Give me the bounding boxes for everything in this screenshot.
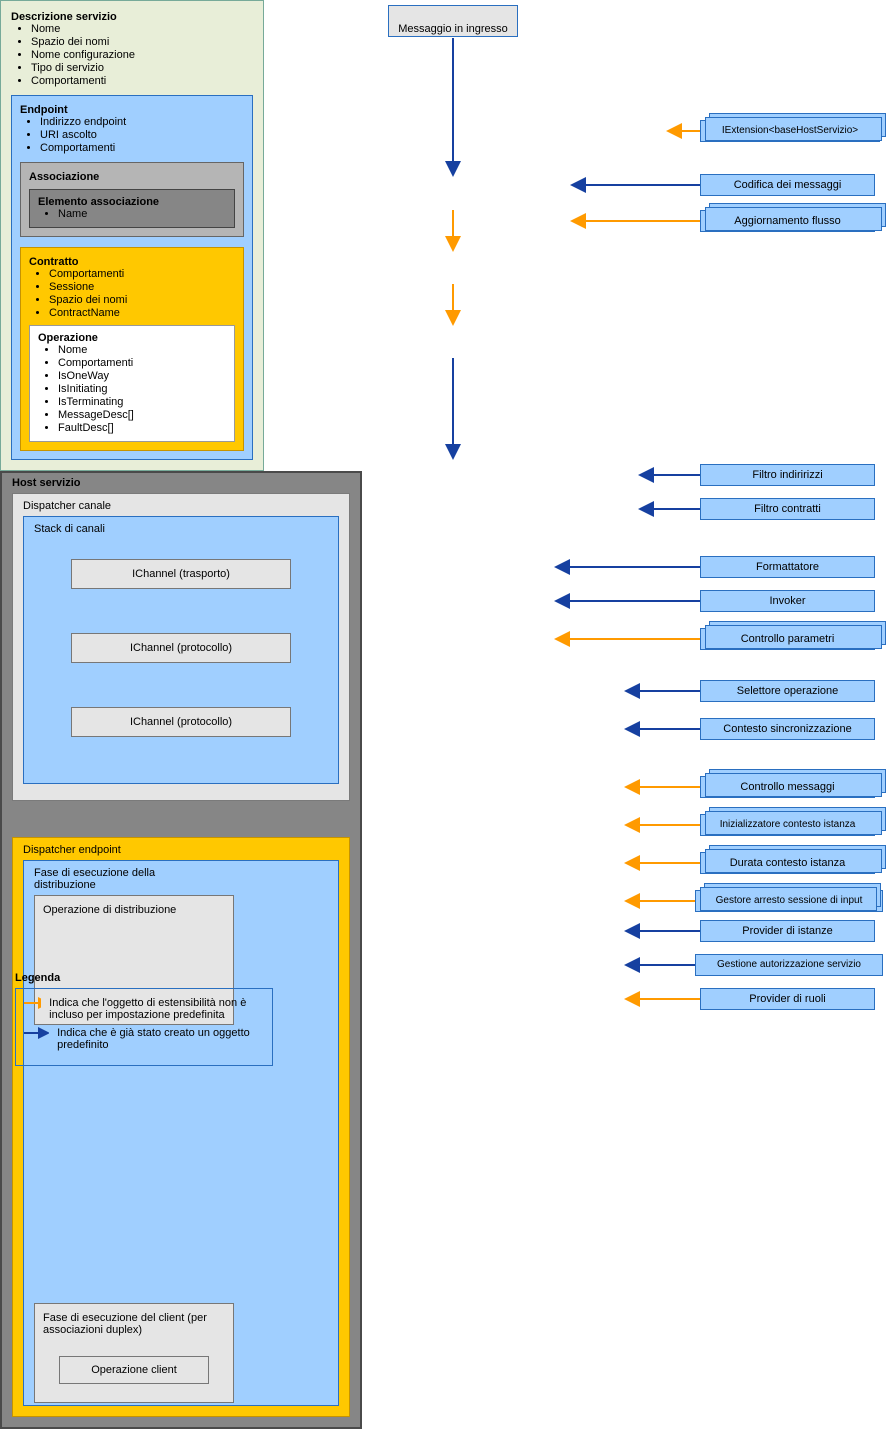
ichannel-protocol-2: IChannel (protocollo) bbox=[71, 707, 291, 737]
dispatcher-canale-label: Dispatcher canale bbox=[23, 500, 339, 512]
op-dist-label: Operazione di distribuzione bbox=[43, 904, 176, 916]
endpoint-box: Endpoint Indirizzo endpoint URI ascolto … bbox=[11, 95, 253, 460]
elem-assoc-title: Elemento associazione bbox=[38, 196, 226, 208]
list-item: Comportamenti bbox=[49, 268, 235, 280]
list-item: Comportamenti bbox=[40, 142, 244, 154]
fase-client-label: Fase di esecuzione del client (per assoc… bbox=[43, 1312, 225, 1336]
list-item: Name bbox=[58, 208, 226, 220]
list-item: Tipo di servizio bbox=[31, 62, 253, 74]
callout-provider-ruoli: Provider di ruoli bbox=[700, 988, 875, 1010]
endpoint-title: Endpoint bbox=[20, 104, 244, 116]
list-item: FaultDesc[] bbox=[58, 422, 226, 434]
host-title: Host servizio bbox=[12, 477, 350, 489]
callout-durata-contesto: Durata contesto istanza bbox=[700, 852, 875, 874]
callout-selettore-operazione: Selettore operazione bbox=[700, 680, 875, 702]
callout-codifica: Codifica dei messaggi bbox=[700, 174, 875, 196]
association-box: Associazione Elemento associazione Name bbox=[20, 162, 244, 237]
dispatcher-endpoint-box: Dispatcher endpoint Fase di esecuzione d… bbox=[12, 837, 350, 1417]
element-association-box: Elemento associazione Name bbox=[29, 189, 235, 228]
list-item: URI ascolto bbox=[40, 129, 244, 141]
oper-title: Operazione bbox=[38, 332, 226, 344]
list-item: Nome bbox=[58, 344, 226, 356]
callout-iextension: IExtension<baseHostServizio> bbox=[700, 120, 880, 142]
operation-box: Operazione Nome Comportamenti IsOneWay I… bbox=[29, 325, 235, 442]
callout-provider-istanze: Provider di istanze bbox=[700, 920, 875, 942]
list-item: Indirizzo endpoint bbox=[40, 116, 244, 128]
list-item: IsInitiating bbox=[58, 383, 226, 395]
list-item: IsTerminating bbox=[58, 396, 226, 408]
callout-contesto-sync: Contesto sincronizzazione bbox=[700, 718, 875, 740]
dispatcher-canale-box: Dispatcher canale Stack di canali IChann… bbox=[12, 493, 350, 801]
contract-title: Contratto bbox=[29, 256, 235, 268]
list-item: IsOneWay bbox=[58, 370, 226, 382]
list-item: Comportamenti bbox=[58, 357, 226, 369]
stack-canali-label: Stack di canali bbox=[34, 523, 328, 535]
ichannel-protocol-1: IChannel (protocollo) bbox=[71, 633, 291, 663]
list-item: ContractName bbox=[49, 307, 235, 319]
legend-blue-row: Indica che è già stato creato un oggetto… bbox=[24, 1027, 264, 1051]
list-item: Nome configurazione bbox=[31, 49, 253, 61]
list-item: Nome bbox=[31, 23, 253, 35]
incoming-message-box: Messaggio in ingresso bbox=[388, 5, 518, 37]
list-item: Spazio dei nomi bbox=[49, 294, 235, 306]
contract-box: Contratto Comportamenti Sessione Spazio … bbox=[20, 247, 244, 451]
legend-orange-row: Indica che l'oggetto di estensibilità no… bbox=[24, 997, 264, 1021]
list-item: Sessione bbox=[49, 281, 235, 293]
legend-blue-text: Indica che è già stato creato un oggetto… bbox=[57, 1027, 264, 1051]
callout-formattatore: Formattatore bbox=[700, 556, 875, 578]
legend-orange-text: Indica che l'oggetto di estensibilità no… bbox=[49, 997, 264, 1021]
assoc-title: Associazione bbox=[29, 171, 235, 183]
host-service-box: Host servizio Dispatcher canale Stack di… bbox=[0, 471, 362, 1429]
dispatcher-endpoint-label: Dispatcher endpoint bbox=[23, 844, 339, 856]
svc-desc-list: Nome Spazio dei nomi Nome configurazione… bbox=[11, 23, 253, 87]
legend-box: Indica che l'oggetto di estensibilità no… bbox=[15, 988, 273, 1066]
fase-client-box: Fase di esecuzione del client (per assoc… bbox=[34, 1303, 234, 1403]
fase-distribuzione-box: Fase di esecuzione della distribuzione O… bbox=[23, 860, 339, 1406]
list-item: Spazio dei nomi bbox=[31, 36, 253, 48]
legend-title: Legenda bbox=[15, 972, 60, 984]
list-item: MessageDesc[] bbox=[58, 409, 226, 421]
fase-dist-label: Fase di esecuzione della distribuzione bbox=[34, 867, 204, 891]
callout-gestione-auth: Gestione autorizzazione servizio bbox=[695, 954, 883, 976]
callout-invoker: Invoker bbox=[700, 590, 875, 612]
service-description-panel: Descrizione servizio Nome Spazio dei nom… bbox=[0, 0, 264, 471]
arrow-blue-icon bbox=[24, 1027, 49, 1039]
callout-controllo-parametri: Controllo parametri bbox=[700, 628, 875, 650]
callout-aggiornamento-flusso: Aggiornamento flusso bbox=[700, 210, 875, 232]
op-client-box: Operazione client bbox=[59, 1356, 209, 1384]
callout-controllo-messaggi: Controllo messaggi bbox=[700, 776, 875, 798]
callout-filtro-contratti: Filtro contratti bbox=[700, 498, 875, 520]
callout-filtro-indirizzi: Filtro indiririzzi bbox=[700, 464, 875, 486]
callout-gestore-arresto: Gestore arresto sessione di input bbox=[695, 890, 883, 912]
ichannel-transport: IChannel (trasporto) bbox=[71, 559, 291, 589]
arrow-orange-icon bbox=[24, 997, 41, 1009]
svc-desc-title: Descrizione servizio bbox=[11, 11, 253, 23]
list-item: Comportamenti bbox=[31, 75, 253, 87]
callout-iniz-contesto: Inizializzatore contesto istanza bbox=[700, 814, 875, 836]
stack-canali-box: Stack di canali IChannel (trasporto) ICh… bbox=[23, 516, 339, 784]
